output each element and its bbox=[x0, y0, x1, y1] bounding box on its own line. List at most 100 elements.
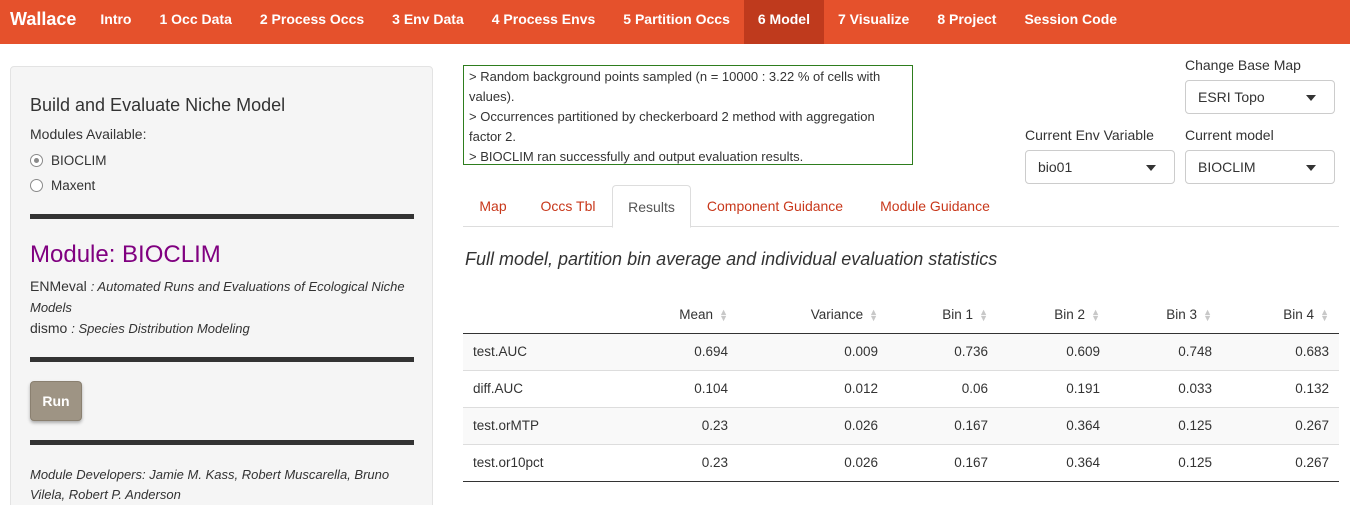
nav-process-occs[interactable]: 2 Process Occs bbox=[259, 11, 365, 27]
nav-project[interactable]: 8 Project bbox=[937, 11, 997, 27]
sort-icon: ▲ ▼ bbox=[869, 307, 878, 324]
env-variable-select[interactable]: bio01 bbox=[1025, 150, 1175, 184]
log-window: > Random background points sampled (n = … bbox=[463, 65, 913, 165]
table-cell: 0.167 bbox=[888, 443, 998, 482]
table-cell: 0.23 bbox=[608, 406, 738, 444]
base-map-select[interactable]: ESRI Topo bbox=[1185, 80, 1335, 114]
package-description: : Species Distribution Modeling bbox=[71, 321, 250, 336]
tab-module-guidance[interactable]: Module Guidance bbox=[880, 198, 990, 214]
log-line: > BIOCLIM ran successfully and output ev… bbox=[469, 149, 804, 164]
nav-env-data[interactable]: 3 Env Data bbox=[392, 11, 464, 27]
table-cell: 0.364 bbox=[998, 406, 1110, 444]
nav-visualize[interactable]: 7 Visualize bbox=[837, 11, 910, 27]
panel-title: Build and Evaluate Niche Model bbox=[30, 95, 286, 115]
table-cell: 0.033 bbox=[1110, 369, 1222, 407]
tab-occs-tbl[interactable]: Occs Tbl bbox=[540, 198, 596, 214]
divider bbox=[30, 440, 414, 445]
table-cell: 0.012 bbox=[738, 369, 888, 407]
table-row: test.orMTP 0.23 0.026 0.167 0.364 0.125 … bbox=[463, 406, 1339, 444]
nav-partition-occs[interactable]: 5 Partition Occs bbox=[623, 11, 730, 27]
module-sidebar-panel: Build and Evaluate Niche Model Modules A… bbox=[10, 66, 433, 505]
sort-icon: ▲ ▼ bbox=[1203, 307, 1212, 324]
module-radio-maxent[interactable]: Maxent bbox=[30, 178, 95, 193]
current-model-value: BIOCLIM bbox=[1198, 159, 1256, 175]
table-cell: 0.125 bbox=[1110, 443, 1222, 482]
table-cell: 0.132 bbox=[1222, 369, 1339, 407]
tab-results[interactable]: Results bbox=[612, 185, 691, 228]
run-button[interactable]: Run bbox=[30, 381, 82, 421]
brand-logo[interactable]: Wallace bbox=[10, 8, 77, 29]
column-header bbox=[463, 296, 608, 334]
radio-selected-icon[interactable] bbox=[30, 154, 43, 167]
table-cell: 0.009 bbox=[738, 332, 888, 370]
column-header-mean[interactable]: Mean ▲ ▼ bbox=[608, 296, 738, 334]
sort-icon: ▲ ▼ bbox=[1320, 307, 1329, 324]
current-model-select[interactable]: BIOCLIM bbox=[1185, 150, 1335, 184]
package-description: : Automated Runs and Evaluations of Ecol… bbox=[30, 279, 405, 315]
column-header-label: Variance bbox=[810, 306, 864, 322]
row-label: test.orMTP bbox=[463, 406, 608, 444]
results-tabs: Map Occs Tbl Results Component Guidance … bbox=[463, 185, 1339, 228]
base-map-label: Change Base Map bbox=[1185, 57, 1301, 73]
row-label: diff.AUC bbox=[463, 369, 608, 407]
divider bbox=[30, 214, 414, 219]
table-cell: 0.06 bbox=[888, 369, 998, 407]
package-name: ENMeval bbox=[30, 278, 87, 294]
column-header-bin4[interactable]: Bin 4 ▲ ▼ bbox=[1222, 296, 1339, 334]
tab-map[interactable]: Map bbox=[479, 198, 507, 214]
package-name: dismo bbox=[30, 320, 68, 336]
table-cell: 0.267 bbox=[1222, 406, 1339, 444]
column-header-label: Bin 1 bbox=[942, 306, 974, 322]
table-cell: 0.267 bbox=[1222, 443, 1339, 482]
caret-down-icon bbox=[1146, 165, 1156, 171]
column-header-label: Bin 2 bbox=[1054, 306, 1086, 322]
nav-model[interactable]: 6 Model bbox=[743, 0, 824, 44]
table-row: test.AUC 0.694 0.009 0.736 0.609 0.748 0… bbox=[463, 332, 1339, 370]
base-map-value: ESRI Topo bbox=[1198, 89, 1265, 105]
evaluation-stats-table: Mean ▲ ▼ Variance ▲ ▼ Bin 1 ▲ ▼ Bin 2 ▲ ▼ Bin 3 ▲… bbox=[463, 296, 1339, 482]
radio-unselected-icon[interactable] bbox=[30, 179, 43, 192]
table-cell: 0.736 bbox=[888, 332, 998, 370]
column-header-bin1[interactable]: Bin 1 ▲ ▼ bbox=[888, 296, 998, 334]
modules-available-label: Modules Available: bbox=[30, 126, 147, 142]
nav-intro[interactable]: Intro bbox=[100, 11, 132, 27]
row-label: test.AUC bbox=[463, 332, 608, 370]
nav-process-envs[interactable]: 4 Process Envs bbox=[491, 11, 596, 27]
module-radio-bioclim[interactable]: BIOCLIM bbox=[30, 153, 107, 168]
module-developers: Module Developers: Jamie M. Kass, Robert… bbox=[30, 467, 390, 502]
sort-icon: ▲ ▼ bbox=[719, 307, 728, 324]
package-enmeval: ENMeval : Automated Runs and Evaluations… bbox=[30, 276, 410, 318]
table-cell: 0.23 bbox=[608, 443, 738, 482]
table-row: test.or10pct 0.23 0.026 0.167 0.364 0.12… bbox=[463, 443, 1339, 482]
current-model-label: Current model bbox=[1185, 127, 1274, 143]
log-line: > Random background points sampled (n = … bbox=[469, 69, 881, 104]
table-cell: 0.694 bbox=[608, 332, 738, 370]
env-variable-value: bio01 bbox=[1038, 159, 1073, 175]
tab-component-guidance[interactable]: Component Guidance bbox=[706, 198, 844, 214]
column-header-bin3[interactable]: Bin 3 ▲ ▼ bbox=[1110, 296, 1222, 334]
column-header-variance[interactable]: Variance ▲ ▼ bbox=[738, 296, 888, 334]
nav-session-code[interactable]: Session Code bbox=[1024, 11, 1118, 27]
top-navbar: Wallace Intro 1 Occ Data 2 Process Occs … bbox=[0, 0, 1350, 44]
column-header-bin2[interactable]: Bin 2 ▲ ▼ bbox=[998, 296, 1110, 334]
log-line: > Occurrences partitioned by checkerboar… bbox=[469, 109, 875, 144]
divider bbox=[30, 357, 414, 362]
table-row: diff.AUC 0.104 0.012 0.06 0.191 0.033 0.… bbox=[463, 369, 1339, 407]
table-cell: 0.364 bbox=[998, 443, 1110, 482]
env-variable-label: Current Env Variable bbox=[1025, 127, 1154, 143]
sort-icon: ▲ ▼ bbox=[1091, 307, 1100, 324]
column-header-label: Mean bbox=[679, 306, 714, 322]
row-label: test.or10pct bbox=[463, 443, 608, 482]
table-cell: 0.609 bbox=[998, 332, 1110, 370]
column-header-label: Bin 3 bbox=[1166, 306, 1198, 322]
table-cell: 0.026 bbox=[738, 406, 888, 444]
table-header-row: Mean ▲ ▼ Variance ▲ ▼ Bin 1 ▲ ▼ Bin 2 ▲ ▼ Bin 3 ▲… bbox=[463, 296, 1339, 334]
table-cell: 0.683 bbox=[1222, 332, 1339, 370]
module-radio-label: BIOCLIM bbox=[51, 153, 107, 168]
table-cell: 0.026 bbox=[738, 443, 888, 482]
table-cell: 0.167 bbox=[888, 406, 998, 444]
table-cell: 0.748 bbox=[1110, 332, 1222, 370]
nav-occ-data[interactable]: 1 Occ Data bbox=[159, 11, 232, 27]
caret-down-icon bbox=[1306, 95, 1316, 101]
table-cell: 0.104 bbox=[608, 369, 738, 407]
